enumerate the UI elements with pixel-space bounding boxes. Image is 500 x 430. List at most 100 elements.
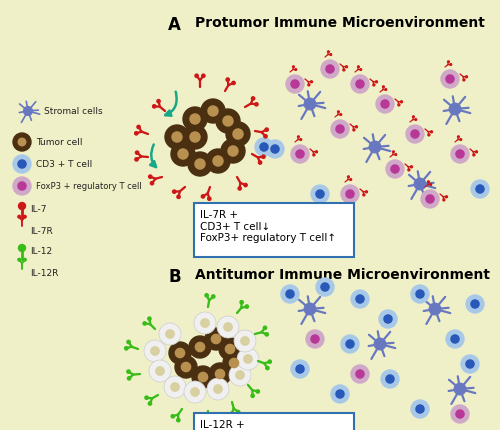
Circle shape <box>189 336 211 358</box>
Circle shape <box>451 405 469 423</box>
Circle shape <box>24 108 32 116</box>
Circle shape <box>381 370 399 388</box>
Circle shape <box>286 76 304 94</box>
Circle shape <box>336 126 344 134</box>
Circle shape <box>411 131 419 139</box>
Circle shape <box>183 108 207 132</box>
Circle shape <box>391 166 399 174</box>
Circle shape <box>316 190 324 199</box>
Circle shape <box>264 326 266 330</box>
FancyBboxPatch shape <box>194 203 354 258</box>
Circle shape <box>451 146 469 164</box>
Circle shape <box>149 360 171 382</box>
Circle shape <box>471 300 479 308</box>
Circle shape <box>340 114 342 116</box>
Circle shape <box>414 179 426 190</box>
Circle shape <box>428 135 430 137</box>
Circle shape <box>18 245 26 252</box>
Circle shape <box>224 323 232 332</box>
Circle shape <box>152 105 156 109</box>
Circle shape <box>127 370 130 373</box>
Circle shape <box>291 146 309 164</box>
Circle shape <box>171 143 195 166</box>
Circle shape <box>128 377 130 380</box>
Circle shape <box>230 359 238 368</box>
Circle shape <box>260 144 268 152</box>
Circle shape <box>350 179 352 181</box>
Circle shape <box>244 184 247 187</box>
Circle shape <box>135 158 138 162</box>
Circle shape <box>213 157 223 167</box>
Circle shape <box>356 295 364 303</box>
Circle shape <box>296 150 304 159</box>
Circle shape <box>226 79 230 82</box>
Circle shape <box>449 104 461 116</box>
Circle shape <box>311 335 319 343</box>
Circle shape <box>175 356 197 378</box>
Circle shape <box>201 100 225 124</box>
Circle shape <box>382 87 384 89</box>
Text: B: B <box>168 267 180 286</box>
Circle shape <box>195 75 198 78</box>
Circle shape <box>306 330 324 348</box>
Circle shape <box>143 322 146 326</box>
Circle shape <box>256 390 260 393</box>
Circle shape <box>330 55 332 56</box>
Circle shape <box>321 61 339 79</box>
Circle shape <box>236 410 240 414</box>
Circle shape <box>208 198 211 201</box>
Circle shape <box>379 310 397 328</box>
Circle shape <box>226 344 234 354</box>
Circle shape <box>428 181 430 183</box>
Circle shape <box>331 121 349 139</box>
Circle shape <box>461 355 479 373</box>
Circle shape <box>190 132 200 143</box>
Circle shape <box>127 341 130 344</box>
Circle shape <box>24 259 26 261</box>
Circle shape <box>281 286 299 303</box>
Circle shape <box>291 81 299 89</box>
Circle shape <box>230 412 234 415</box>
Circle shape <box>156 367 164 375</box>
Circle shape <box>212 295 215 298</box>
Circle shape <box>137 126 140 129</box>
Circle shape <box>151 347 159 355</box>
Circle shape <box>265 333 268 336</box>
Circle shape <box>295 70 296 71</box>
Circle shape <box>201 420 204 423</box>
Circle shape <box>236 371 244 379</box>
Circle shape <box>18 160 26 169</box>
Circle shape <box>176 349 184 358</box>
Circle shape <box>395 154 396 156</box>
Circle shape <box>386 161 404 178</box>
Text: Antitumor Immune Microenvironment: Antitumor Immune Microenvironment <box>195 267 490 281</box>
Circle shape <box>304 304 316 315</box>
Circle shape <box>13 134 31 152</box>
Circle shape <box>450 64 452 66</box>
Text: Protumor Immune Microenvironment: Protumor Immune Microenvironment <box>195 16 485 30</box>
Circle shape <box>476 185 484 194</box>
Circle shape <box>451 335 459 343</box>
Circle shape <box>316 151 318 154</box>
FancyBboxPatch shape <box>194 413 354 430</box>
Circle shape <box>471 181 489 199</box>
Text: CD3 + T cell: CD3 + T cell <box>36 160 92 169</box>
Text: IL-7R: IL-7R <box>30 227 53 236</box>
Circle shape <box>373 85 375 87</box>
Circle shape <box>219 338 241 360</box>
Circle shape <box>421 190 439 209</box>
Circle shape <box>458 137 460 138</box>
Circle shape <box>369 142 381 154</box>
Circle shape <box>198 372 207 382</box>
Circle shape <box>266 141 284 159</box>
Circle shape <box>209 363 231 385</box>
Circle shape <box>150 182 154 185</box>
Circle shape <box>157 100 160 104</box>
Circle shape <box>169 342 191 364</box>
Circle shape <box>18 139 26 147</box>
Circle shape <box>144 340 166 362</box>
Circle shape <box>311 186 329 203</box>
Circle shape <box>353 129 355 132</box>
Circle shape <box>191 388 199 396</box>
Circle shape <box>164 376 186 398</box>
